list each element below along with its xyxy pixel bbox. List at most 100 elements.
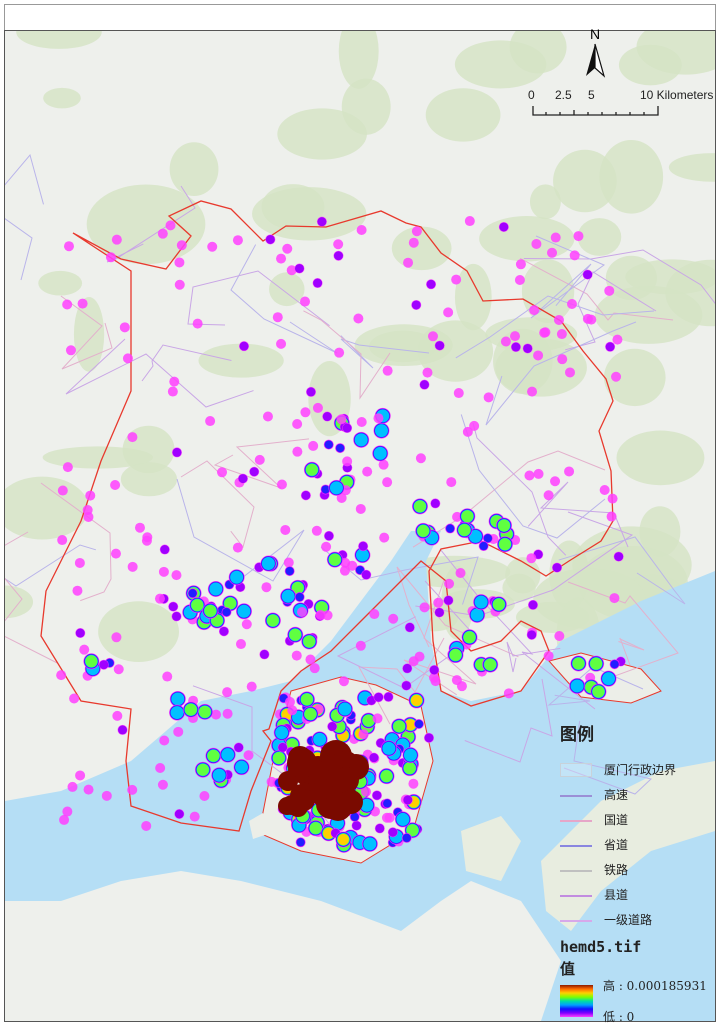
ramp-high-label: 高 : 0.000185931 (603, 979, 707, 993)
density-hotspot (380, 770, 393, 783)
density-peak (333, 767, 359, 793)
density-hotspot (427, 331, 438, 342)
road-line (485, 321, 637, 426)
density-peak (287, 748, 317, 778)
road-line (141, 344, 232, 382)
density-hotspot (363, 837, 377, 851)
road-line (5, 531, 59, 664)
density-hotspot (300, 407, 311, 418)
map-canvas[interactable] (5, 31, 715, 1021)
boundary-symbol-icon (560, 762, 592, 777)
density-hotspot (127, 561, 138, 572)
density-hotspot (303, 635, 316, 648)
density-hotspot (347, 560, 358, 571)
density-hotspot (154, 593, 165, 604)
density-hotspot (259, 649, 269, 659)
density-hotspot (382, 477, 393, 488)
density-hotspot (305, 463, 318, 476)
road-line (618, 637, 645, 666)
title-strip (4, 4, 716, 31)
density-hotspot (403, 762, 416, 775)
density-hotspot (172, 611, 182, 621)
density-hotspot (249, 467, 259, 477)
density-hotspot (296, 838, 305, 847)
map-frame[interactable] (4, 30, 716, 1022)
density-hotspot (207, 749, 220, 762)
density-hotspot (378, 459, 389, 470)
line-symbol-icon (560, 913, 592, 927)
scale-tick-10: 10 Kilometers (640, 88, 714, 102)
density-hotspot (362, 466, 373, 477)
forest-patch (425, 88, 501, 142)
density-hotspot (67, 781, 78, 792)
legend-item-label: 县道 (604, 888, 629, 902)
density-hotspot (278, 742, 288, 752)
road-line (60, 295, 113, 370)
density-hotspot (408, 656, 419, 667)
density-hotspot (614, 552, 624, 562)
density-hotspot (308, 440, 319, 451)
density-hotspot (261, 557, 275, 571)
density-hotspot (205, 416, 216, 427)
density-hotspot (127, 784, 138, 795)
density-hotspot (234, 743, 244, 753)
density-hotspot (469, 420, 480, 431)
density-hotspot (212, 768, 226, 782)
line-symbol-icon (560, 863, 592, 877)
color-ramp (560, 985, 593, 1017)
density-hotspot (453, 388, 464, 399)
density-hotspot (375, 823, 385, 833)
road-line (472, 422, 567, 556)
line-symbol-icon (560, 813, 592, 827)
scale-tick-5: 5 (588, 88, 595, 102)
line-symbol-icon (560, 888, 592, 902)
density-hotspot (311, 525, 322, 536)
density-hotspot (169, 376, 180, 387)
density-hotspot (72, 585, 83, 596)
density-hotspot (451, 274, 462, 285)
density-hotspot (99, 660, 109, 670)
road-line (415, 511, 634, 617)
density-hotspot (569, 250, 580, 261)
density-hotspot (291, 650, 302, 661)
density-hotspot (232, 542, 243, 553)
density-hotspot (85, 655, 98, 668)
density-hotspot (413, 500, 426, 513)
forest-patch (198, 343, 284, 378)
density-hotspot (111, 234, 122, 245)
density-hotspot (582, 313, 593, 324)
scale-bar: 0 2.5 5 10 Kilometers (528, 88, 718, 118)
density-hotspot (373, 413, 384, 424)
road-line (464, 678, 553, 763)
density-hotspot (217, 467, 228, 478)
density-hotspot (372, 790, 382, 800)
density-hotspot (238, 474, 248, 484)
density-hotspot (606, 511, 617, 522)
legend-title: 图例 (560, 725, 594, 745)
density-hotspot (219, 626, 229, 636)
density-hotspot (499, 538, 512, 551)
density-hotspot (101, 790, 112, 801)
road-line (230, 244, 338, 354)
forest-patch (616, 430, 705, 486)
density-hotspot (204, 604, 217, 617)
density-hotspot (118, 725, 128, 735)
density-hotspot (254, 454, 265, 465)
density-hotspot (209, 582, 223, 596)
legend-item-label: 铁路 (604, 863, 629, 877)
density-hotspot (158, 566, 169, 577)
density-hotspot (62, 462, 73, 473)
road-line (519, 257, 674, 321)
density-hotspot (531, 238, 542, 249)
density-hotspot (609, 593, 620, 604)
density-hotspot (355, 548, 369, 562)
legend-item: 厦门行政边界 (560, 757, 720, 782)
density-hotspot (463, 631, 476, 644)
density-hotspot (430, 498, 440, 508)
density-hotspot (414, 720, 423, 729)
density-hotspot (429, 665, 439, 675)
density-hotspot (113, 664, 124, 675)
density-hotspot (479, 542, 488, 551)
density-hotspot (63, 241, 74, 252)
density-hotspot (285, 567, 294, 576)
